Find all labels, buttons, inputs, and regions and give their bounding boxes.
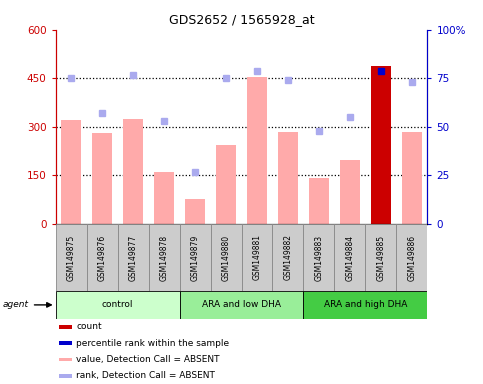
Text: value, Detection Call = ABSENT: value, Detection Call = ABSENT: [76, 355, 219, 364]
Bar: [59, 374, 72, 378]
Text: control: control: [102, 300, 133, 310]
Bar: [247, 77, 267, 224]
Text: ARA and low DHA: ARA and low DHA: [202, 300, 281, 310]
FancyBboxPatch shape: [272, 224, 303, 291]
FancyBboxPatch shape: [211, 224, 242, 291]
Bar: [278, 132, 298, 224]
Text: GSM149877: GSM149877: [128, 234, 138, 281]
Bar: [402, 132, 422, 224]
Text: GSM149881: GSM149881: [253, 235, 261, 280]
Text: GSM149886: GSM149886: [408, 234, 416, 281]
Text: percentile rank within the sample: percentile rank within the sample: [76, 339, 229, 348]
Text: GSM149876: GSM149876: [98, 234, 107, 281]
Bar: [59, 358, 72, 361]
Bar: [185, 199, 205, 224]
Text: GSM149879: GSM149879: [190, 234, 199, 281]
Bar: [216, 145, 236, 224]
Bar: [59, 325, 72, 329]
FancyBboxPatch shape: [242, 224, 272, 291]
Text: count: count: [76, 323, 101, 331]
FancyBboxPatch shape: [303, 224, 334, 291]
Bar: [92, 133, 112, 224]
Text: GSM149875: GSM149875: [67, 234, 75, 281]
FancyBboxPatch shape: [180, 224, 211, 291]
Bar: [309, 178, 329, 224]
FancyBboxPatch shape: [56, 224, 86, 291]
FancyBboxPatch shape: [303, 291, 427, 319]
Text: agent: agent: [2, 300, 28, 310]
FancyBboxPatch shape: [117, 224, 149, 291]
Bar: [154, 172, 174, 224]
Text: GSM149880: GSM149880: [222, 234, 230, 281]
Text: GSM149882: GSM149882: [284, 235, 293, 280]
FancyBboxPatch shape: [86, 224, 117, 291]
Text: GSM149878: GSM149878: [159, 234, 169, 281]
Text: ARA and high DHA: ARA and high DHA: [324, 300, 407, 310]
FancyBboxPatch shape: [56, 291, 180, 319]
Text: GDS2652 / 1565928_at: GDS2652 / 1565928_at: [169, 13, 314, 26]
Bar: [340, 160, 360, 224]
FancyBboxPatch shape: [334, 224, 366, 291]
Text: rank, Detection Call = ABSENT: rank, Detection Call = ABSENT: [76, 371, 215, 380]
Bar: [371, 66, 391, 224]
Text: GSM149884: GSM149884: [345, 234, 355, 281]
Bar: [123, 119, 143, 224]
FancyBboxPatch shape: [180, 291, 303, 319]
Bar: [61, 121, 81, 224]
FancyBboxPatch shape: [397, 224, 427, 291]
Text: GSM149883: GSM149883: [314, 234, 324, 281]
FancyBboxPatch shape: [366, 224, 397, 291]
Bar: [59, 341, 72, 345]
FancyBboxPatch shape: [149, 224, 180, 291]
Text: GSM149885: GSM149885: [376, 234, 385, 281]
